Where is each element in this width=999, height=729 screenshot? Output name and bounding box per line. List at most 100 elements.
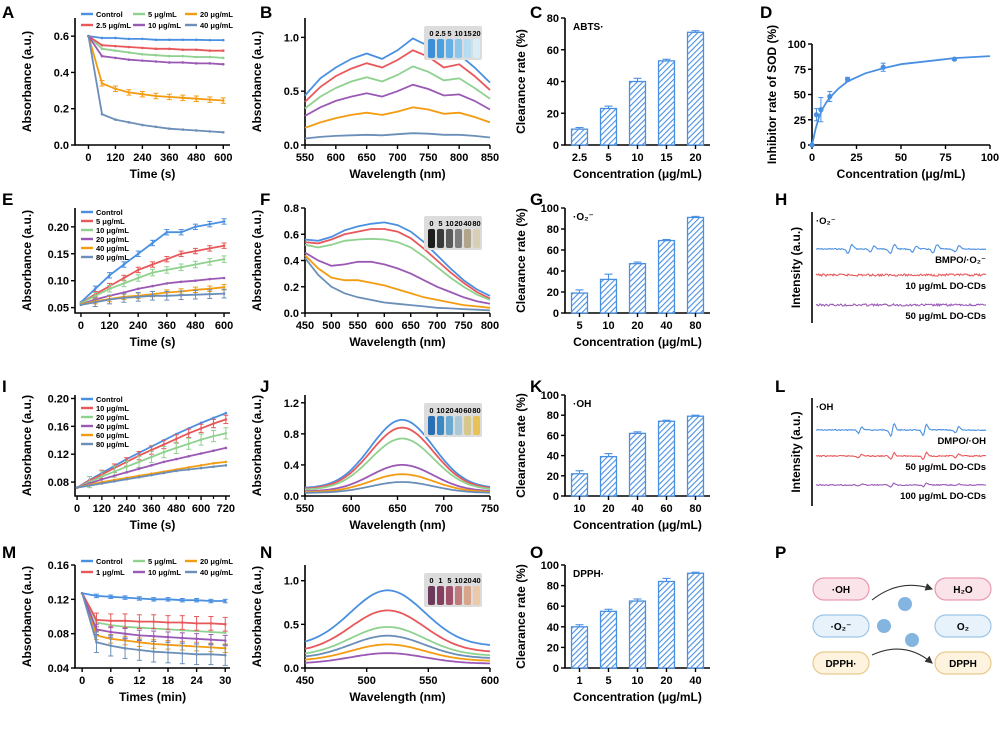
x-tick-label: 550 xyxy=(296,152,314,164)
y-tick-label: 40 xyxy=(547,451,559,463)
x-tick-label: 20 xyxy=(660,675,672,687)
data-point xyxy=(222,276,226,280)
data-point xyxy=(151,284,154,288)
output-label: H₂O xyxy=(953,585,973,596)
data-point xyxy=(208,55,212,59)
panel-label-E: E xyxy=(2,190,13,209)
x-tick-label: 40 xyxy=(689,675,701,687)
y-tick-label: 60 xyxy=(547,601,559,613)
data-point xyxy=(223,622,227,626)
data-point xyxy=(212,434,215,438)
axis-frame xyxy=(74,395,230,497)
x-tick-label: 20 xyxy=(602,503,614,515)
x-tick-label: 12 xyxy=(133,675,145,687)
chart-D: 0 25 50 75 100 Inhibitor rate of SOD (%) Conce… xyxy=(765,25,999,181)
y-axis-label: Clearance rate (%) xyxy=(514,208,528,313)
data-point xyxy=(141,37,144,41)
data-point xyxy=(100,482,104,485)
y-tick-label: 0.8 xyxy=(284,203,299,215)
trace-label: 50 μg/mL DO-CDs xyxy=(905,462,986,473)
y-tick-label: 0.08 xyxy=(48,477,69,489)
data-point xyxy=(122,276,126,280)
bar xyxy=(657,239,676,314)
data-point xyxy=(208,222,212,226)
epr-trace xyxy=(815,451,987,461)
data-point xyxy=(75,486,79,489)
data-point xyxy=(95,628,98,631)
data-point xyxy=(122,296,126,300)
data-point xyxy=(195,38,198,42)
x-tick-label: 500 xyxy=(322,320,340,332)
inset-label: 20 xyxy=(472,29,480,38)
y-tick-label: 25 xyxy=(794,115,806,127)
data-point xyxy=(166,635,170,639)
y-tick-label: 100 xyxy=(541,203,559,215)
inset-vial xyxy=(446,39,453,58)
bar xyxy=(686,216,705,314)
x-axis-label: Wavelength (nm) xyxy=(349,335,445,349)
data-point xyxy=(222,257,226,261)
y-tick-label: 0 xyxy=(553,491,559,503)
legend-label: Control xyxy=(96,10,123,19)
data-point xyxy=(114,44,117,48)
y-axis-label: Clearance rate (%) xyxy=(514,564,528,669)
y-tick-label: 0 xyxy=(553,140,559,152)
x-tick-label: 0 xyxy=(79,675,85,687)
data-point xyxy=(222,292,226,295)
series-line-s5 xyxy=(304,652,490,665)
panel-label-B: B xyxy=(260,3,272,22)
bar xyxy=(657,60,676,146)
data-point xyxy=(114,118,117,121)
x-tick-label: 550 xyxy=(349,320,367,332)
x-tick-label: 720 xyxy=(217,503,235,515)
data-point xyxy=(154,60,158,63)
x-tick-label: 550 xyxy=(296,503,314,515)
chart-E: 0.05 0.10 0.15 0.20 Absorbance (a.u.) Time (s… xyxy=(20,208,233,349)
bar xyxy=(570,626,589,669)
inset-label: 1 xyxy=(438,576,442,585)
data-point xyxy=(137,475,141,479)
data-point xyxy=(127,51,131,54)
legend-label: 20 μg/mL xyxy=(96,413,129,422)
legend-label: 40 μg/mL xyxy=(200,568,233,577)
chart-N: 0.0 0.5 1.0 Absorbance (a.u.) Wavelength (nm… xyxy=(250,565,499,704)
data-point xyxy=(195,97,198,101)
inset-vial xyxy=(473,586,480,605)
y-axis-label: Intensity (a.u.) xyxy=(789,227,803,308)
epr-trace xyxy=(815,302,987,307)
data-point xyxy=(165,257,169,261)
data-point xyxy=(112,470,116,473)
epr-trace xyxy=(815,482,987,488)
y-tick-label: 40 xyxy=(547,266,559,278)
panel-label-A: A xyxy=(2,3,14,22)
panel-label-O: O xyxy=(530,543,543,562)
data-point xyxy=(165,282,169,285)
x-tick-label: 240 xyxy=(133,152,151,164)
data-point xyxy=(154,125,158,129)
carbon-dot xyxy=(898,597,912,611)
panel-label-G: G xyxy=(530,190,543,209)
arrow xyxy=(871,583,934,601)
x-tick-label: 0 xyxy=(809,152,815,164)
data-point xyxy=(179,265,183,269)
epr-trace xyxy=(815,243,987,255)
trace-label: 100 μg/mL DO-CDs xyxy=(900,491,986,502)
x-axis-label: Concentration (μg/mL) xyxy=(573,335,702,349)
output-pill xyxy=(934,651,992,675)
data-point xyxy=(195,48,198,52)
inset-label: 40 xyxy=(472,576,480,585)
epr-H: Intensity (a.u.) ·O₂⁻ BMPO/·O₂⁻ 10 μg/mL DO… xyxy=(789,212,987,323)
data-point xyxy=(79,303,83,307)
x-tick-label: 480 xyxy=(186,320,204,332)
inset-label: 10 xyxy=(436,406,444,415)
y-tick-label: 80 xyxy=(547,410,559,422)
inset-vial xyxy=(473,416,480,435)
data-point xyxy=(100,54,104,58)
data-point xyxy=(162,460,166,464)
data-point xyxy=(136,252,140,256)
data-point xyxy=(141,46,144,50)
legend-label: 80 μg/mL xyxy=(96,440,129,449)
series-line-s3 xyxy=(305,464,491,492)
y-tick-label: 100 xyxy=(541,560,559,572)
y-axis-label: Absorbance (a.u.) xyxy=(20,31,34,132)
